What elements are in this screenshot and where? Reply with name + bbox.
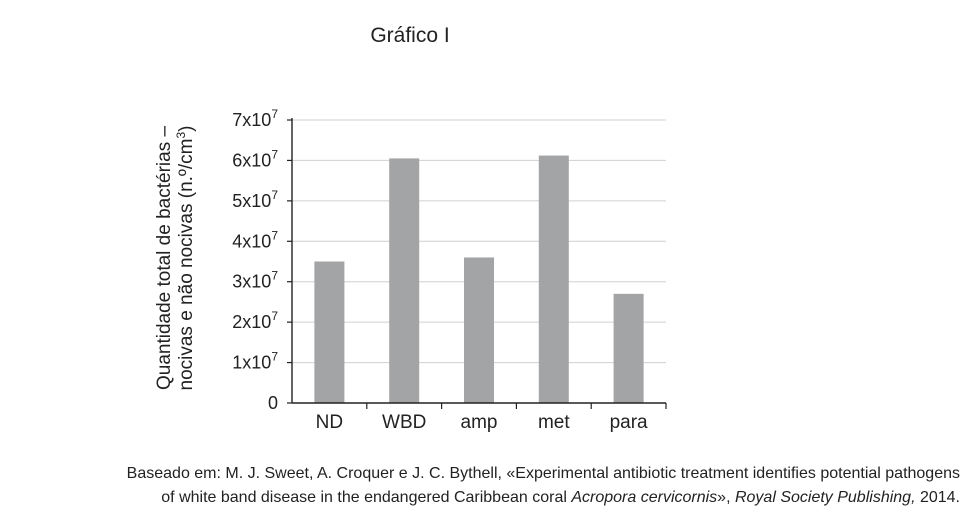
bars — [314, 155, 644, 403]
y-tick-label: 7x107 — [232, 107, 278, 130]
y-axis-label: Quantidade total de bactérias – nocivas … — [154, 126, 197, 391]
chart-title: Gráfico I — [370, 24, 450, 47]
y-tick-label: 1x107 — [232, 350, 278, 373]
x-tick-label-nd: ND — [316, 412, 343, 433]
x-tick-label-para: para — [610, 412, 648, 433]
source-citation: Baseado em: M. J. Sweet, A. Croquer e J.… — [0, 462, 960, 510]
bar-nd — [314, 261, 345, 403]
y-tick-label: 5x107 — [232, 188, 278, 211]
bar-met — [538, 155, 569, 403]
x-tick-label-amp: amp — [461, 412, 498, 433]
source-line-1: Baseado em: M. J. Sweet, A. Croquer e J.… — [126, 465, 960, 482]
bar-para — [613, 293, 644, 403]
x-tick-labels: ND WBD amp met para — [316, 412, 648, 433]
bar-chart: 0 1x107 2x107 3x107 4x107 5x107 6x107 7x107 ND W… — [154, 107, 667, 433]
y-axis-label-line1: Quantidade total de bactérias – — [154, 126, 175, 391]
bar-amp — [464, 257, 494, 403]
x-tick-label-met: met — [538, 412, 570, 433]
y-axis-label-line2: nocivas e não nocivas (n.º/cm3) — [174, 126, 197, 391]
y-tick-label: 6x107 — [232, 147, 278, 170]
bar-wbd — [389, 158, 420, 403]
axes — [287, 118, 667, 409]
y-tick-labels: 0 1x107 2x107 3x107 4x107 5x107 6x107 7x107 — [232, 107, 278, 413]
x-tick-label-wbd: WBD — [382, 412, 426, 433]
y-tick-label: 2x107 — [232, 309, 278, 332]
source-line-2: of white band disease in the endangered … — [161, 489, 960, 506]
y-tick-label: 4x107 — [232, 228, 278, 251]
y-tick-label: 0 — [268, 393, 278, 413]
y-tick-label: 3x107 — [232, 269, 278, 292]
